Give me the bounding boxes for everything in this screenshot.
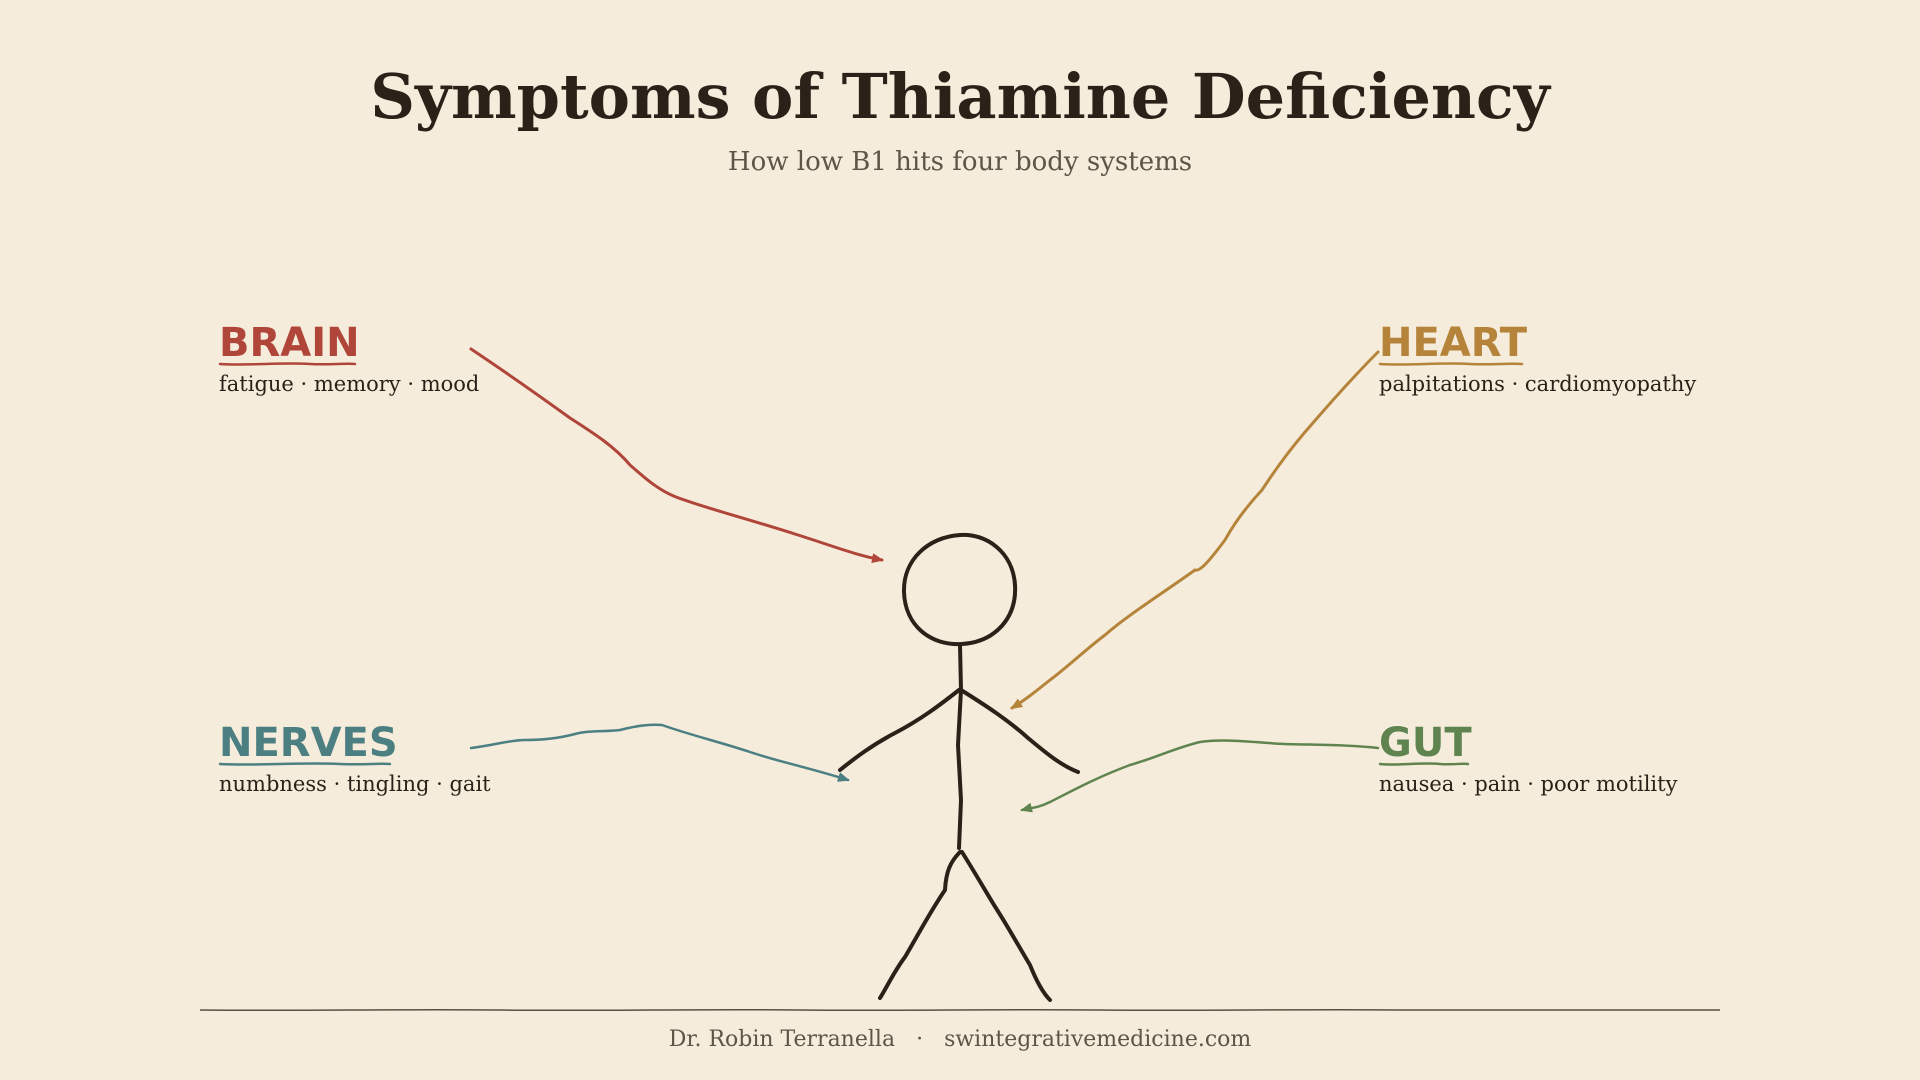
page-title: Symptoms of Thiamine Deficiency	[370, 60, 1552, 133]
brain-symptoms: fatigue · memory · mood	[219, 372, 479, 396]
brain-label: BRAIN	[219, 320, 360, 366]
gut-symptoms: nausea · pain · poor motility	[1379, 772, 1678, 796]
figure-left-arm	[838, 688, 961, 772]
gut-label: GUT	[1379, 720, 1472, 766]
nerves-arrow	[469, 723, 850, 782]
brain-arrow	[469, 347, 884, 564]
heart-label: HEART	[1379, 320, 1528, 366]
callout-brain: BRAIN fatigue · memory · mood	[218, 320, 479, 396]
figure-right-leg	[960, 850, 1052, 1002]
heart-underline	[1378, 362, 1524, 366]
nerves-symptoms: numbness · tingling · gait	[219, 772, 491, 796]
figure-left-leg	[878, 850, 962, 1000]
brain-underline	[218, 362, 357, 366]
stick-figure	[838, 532, 1080, 1002]
page-subtitle: How low B1 hits four body systems	[728, 147, 1192, 177]
heart-arrow	[1010, 350, 1380, 710]
figure-right-arm	[959, 688, 1080, 774]
footer-separator: ·	[916, 1027, 923, 1052]
footer: Dr. Robin Terranella · swintegrativemedi…	[669, 1027, 1252, 1052]
heart-symptoms: palpitations · cardiomyopathy	[1379, 372, 1696, 396]
callout-gut: GUT nausea · pain · poor motility	[1378, 720, 1678, 796]
footer-website[interactable]: swintegrativemedicine.com	[944, 1027, 1251, 1052]
nerves-label: NERVES	[219, 720, 398, 766]
figure-head	[901, 532, 1018, 647]
callout-nerves: NERVES numbness · tingling · gait	[218, 720, 491, 796]
footer-author: Dr. Robin Terranella	[669, 1027, 895, 1052]
gut-arrow	[1020, 739, 1380, 813]
figure-torso	[956, 643, 963, 850]
gut-underline	[1378, 762, 1470, 766]
callout-heart: HEART palpitations · cardiomyopathy	[1378, 320, 1696, 396]
nerves-underline	[218, 762, 392, 766]
ground-line	[199, 1008, 1721, 1012]
